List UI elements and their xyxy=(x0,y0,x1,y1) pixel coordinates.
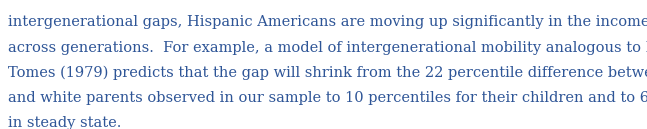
Text: intergenerational gaps, Hispanic Americans are moving up significantly in the in: intergenerational gaps, Hispanic America… xyxy=(8,15,647,30)
Text: across generations.  For example, a model of intergenerational mobility analogou: across generations. For example, a model… xyxy=(8,41,647,55)
Text: Tomes (1979) predicts that the gap will shrink from the 22 percentile difference: Tomes (1979) predicts that the gap will … xyxy=(8,66,647,80)
Text: in steady state.: in steady state. xyxy=(8,116,122,129)
Text: and white parents observed in our sample to 10 percentiles for their children an: and white parents observed in our sample… xyxy=(8,91,647,105)
